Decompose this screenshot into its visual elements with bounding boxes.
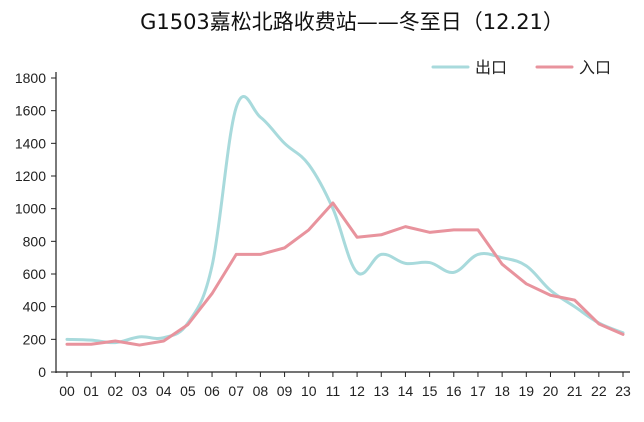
y-tick-label: 1200 xyxy=(15,168,46,184)
x-tick-label: 15 xyxy=(422,383,438,399)
x-tick-label: 22 xyxy=(591,383,607,399)
x-tick-label: 20 xyxy=(543,383,559,399)
x-tick-label: 23 xyxy=(615,383,631,399)
x-axis: 00 01 02 03 04 05 06 07 08 09 10 11 12 13 14 15 16 17 18 19… xyxy=(56,371,631,399)
chart-title: G1503嘉松北路收费站——冬至日（12.21） xyxy=(140,10,564,34)
x-tick-label: 11 xyxy=(326,383,341,399)
series-line-exit xyxy=(65,95,625,345)
y-tick-label: 1400 xyxy=(15,135,46,151)
y-tick-label: 1000 xyxy=(15,201,46,217)
x-tick-label: 12 xyxy=(349,383,365,399)
x-tick-label: 13 xyxy=(373,383,389,399)
legend-item: 出口 xyxy=(431,58,507,77)
legend-label: 出口 xyxy=(475,58,507,77)
x-tick-label: 21 xyxy=(567,383,583,399)
x-tick-label: 02 xyxy=(108,383,124,399)
x-tick-label: 08 xyxy=(253,383,269,399)
x-tick-label: 19 xyxy=(519,383,535,399)
x-tick-label: 00 xyxy=(59,383,75,399)
y-tick-label: 1800 xyxy=(15,70,46,86)
y-tick-label: 800 xyxy=(23,233,47,249)
series-line-entry xyxy=(65,201,625,347)
x-tick-label: 16 xyxy=(446,383,462,399)
y-tick-label: 200 xyxy=(23,331,47,347)
series-group xyxy=(65,95,625,347)
legend-label: 入口 xyxy=(579,58,611,77)
legend: 出口 入口 xyxy=(431,58,611,77)
x-tick-label: 09 xyxy=(277,383,293,399)
x-tick-label: 17 xyxy=(470,383,486,399)
x-tick-label: 14 xyxy=(398,383,414,399)
y-tick-label: 1600 xyxy=(15,103,46,119)
y-tick-label: 0 xyxy=(38,364,46,380)
y-axis: 0 200 400 600 800 1000 1200 1400 1600 1800 xyxy=(15,70,57,380)
y-tick-label: 600 xyxy=(23,266,47,282)
x-tick-label: 03 xyxy=(132,383,148,399)
x-tick-label: 10 xyxy=(301,383,317,399)
x-tick-label: 04 xyxy=(156,383,172,399)
x-tick-label: 18 xyxy=(494,383,510,399)
x-tick-label: 07 xyxy=(228,383,244,399)
x-tick-label: 01 xyxy=(83,383,99,399)
legend-item: 入口 xyxy=(535,58,611,77)
y-tick-label: 400 xyxy=(23,299,47,315)
x-tick-label: 06 xyxy=(204,383,220,399)
x-tick-label: 05 xyxy=(180,383,196,399)
